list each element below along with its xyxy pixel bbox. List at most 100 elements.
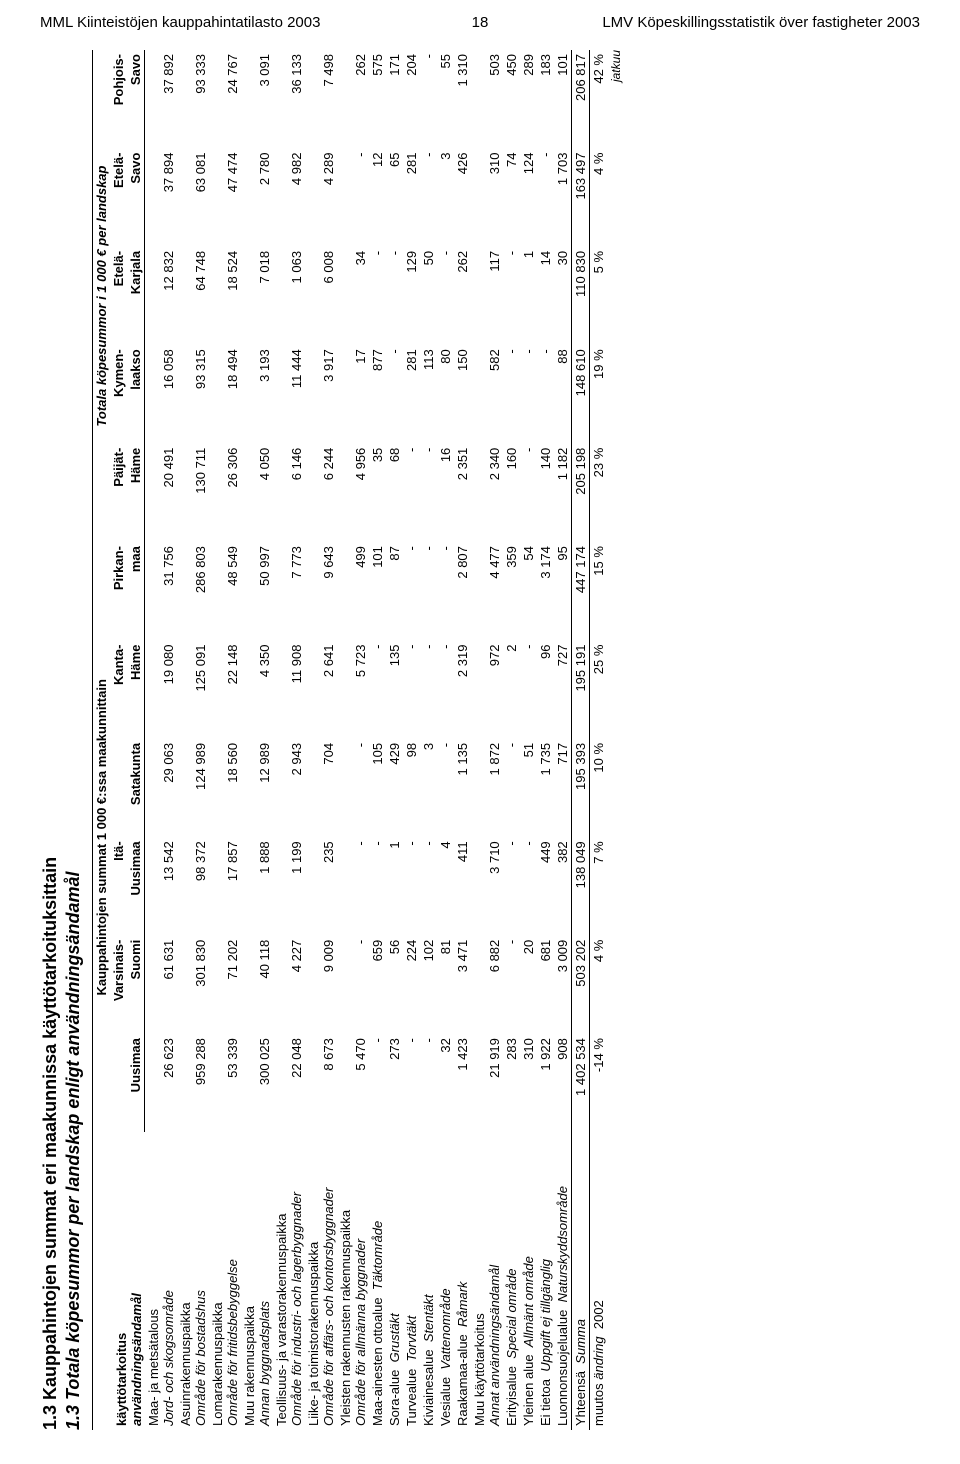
sum-cell: 163 497 bbox=[571, 149, 589, 247]
cell: 40 118 bbox=[241, 936, 273, 1034]
cell: - bbox=[420, 542, 437, 640]
cell: 88 bbox=[554, 345, 572, 443]
sum-cell: 195 191 bbox=[571, 641, 589, 739]
table-row: Maa- ja metsätalousJord- och skogsområde… bbox=[145, 50, 177, 1430]
cell: 12 832 bbox=[145, 247, 177, 345]
cell: 20 bbox=[520, 936, 537, 1034]
change-cell: 23 % bbox=[589, 444, 607, 542]
cell: 3 471 bbox=[454, 936, 471, 1034]
cell: 3 174 bbox=[537, 542, 554, 640]
cell: - bbox=[503, 739, 520, 837]
cell: 310 bbox=[520, 1034, 537, 1132]
cell: - bbox=[503, 345, 520, 443]
sum-cell: 195 393 bbox=[571, 739, 589, 837]
cell: 64 748 bbox=[177, 247, 209, 345]
cell: 717 bbox=[554, 739, 572, 837]
col-header-l2: maa bbox=[127, 542, 145, 640]
cell: 101 bbox=[554, 50, 572, 149]
cell: - bbox=[437, 247, 454, 345]
cell: 54 bbox=[520, 542, 537, 640]
col-header-l1: Varsinais- bbox=[110, 936, 127, 1034]
cell: 130 711 bbox=[177, 444, 209, 542]
cell: 262 bbox=[454, 247, 471, 345]
cell: 11 908 bbox=[273, 641, 305, 739]
cell: 30 bbox=[554, 247, 572, 345]
row-label: Ei tietoa Uppgift ej tillgänglig bbox=[537, 1133, 554, 1431]
cell: 262 bbox=[337, 50, 369, 149]
cell: 150 bbox=[454, 345, 471, 443]
cell: 160 bbox=[503, 444, 520, 542]
col-header-l1: Etelä- bbox=[110, 247, 127, 345]
cell: 2 bbox=[503, 641, 520, 739]
cell: 105 bbox=[369, 739, 386, 837]
cell: 450 bbox=[503, 50, 520, 149]
cell: 124 989 bbox=[177, 739, 209, 837]
cell: 6 008 bbox=[305, 247, 337, 345]
row-label: LomarakennuspaikkaOmråde för fritidsbeby… bbox=[209, 1133, 241, 1431]
cell: 704 bbox=[305, 739, 337, 837]
cell: 4 050 bbox=[241, 444, 273, 542]
cell: 8 673 bbox=[305, 1034, 337, 1132]
row-label: Turvealue Torvtäkt bbox=[403, 1133, 420, 1431]
cell: 9 009 bbox=[305, 936, 337, 1034]
cell: 80 bbox=[437, 345, 454, 443]
cell: 53 339 bbox=[209, 1034, 241, 1132]
cell: - bbox=[537, 149, 554, 247]
cell: 310 bbox=[471, 149, 503, 247]
cell: 98 372 bbox=[177, 837, 209, 935]
change-cell: 4 % bbox=[589, 149, 607, 247]
col-header-l1: Kanta- bbox=[110, 641, 127, 739]
col-header-l1: Pirkan- bbox=[110, 542, 127, 640]
cell: 3 710 bbox=[471, 837, 503, 935]
row-label: Muu käyttötarkoitusAnnat användningsända… bbox=[471, 1133, 503, 1431]
row-label: AsuinrakennuspaikkaOmråde för bostadshus bbox=[177, 1133, 209, 1431]
cell: 26 623 bbox=[145, 1034, 177, 1132]
row-label: Vesialue Vattenområde bbox=[437, 1133, 454, 1431]
table-row: Raakamaa-alue Råmark1 4233 4714111 1352 … bbox=[454, 50, 471, 1430]
cell: 47 474 bbox=[209, 149, 241, 247]
cell: 3 091 bbox=[241, 50, 273, 149]
cell: 117 bbox=[471, 247, 503, 345]
cell: 16 058 bbox=[145, 345, 177, 443]
cell: 2 641 bbox=[305, 641, 337, 739]
cell: 124 bbox=[520, 149, 537, 247]
col-header-l2: Savo bbox=[127, 149, 145, 247]
cell: 681 bbox=[537, 936, 554, 1034]
cell: - bbox=[437, 542, 454, 640]
cell: 2 807 bbox=[454, 542, 471, 640]
cell: 96 bbox=[537, 641, 554, 739]
table-row: Luonnonsuojelualue Naturskyddsområde9083… bbox=[554, 50, 572, 1430]
cell: 411 bbox=[454, 837, 471, 935]
cell: 125 091 bbox=[177, 641, 209, 739]
cell: 7 498 bbox=[305, 50, 337, 149]
rotated-content-wrapper: 1.3 Kauppahintojen summat eri maakunniss… bbox=[0, 0, 960, 1464]
cell: 51 bbox=[520, 739, 537, 837]
col-header-l2: Uusimaa bbox=[127, 1034, 145, 1132]
cell: - bbox=[520, 345, 537, 443]
cell: 31 756 bbox=[145, 542, 177, 640]
col-header-l2: Häme bbox=[127, 641, 145, 739]
cell: 140 bbox=[537, 444, 554, 542]
cell: 283 bbox=[503, 1034, 520, 1132]
cell: 65 bbox=[386, 149, 403, 247]
cell: - bbox=[503, 837, 520, 935]
table-row: Erityisalue Special område283---2359160-… bbox=[503, 50, 520, 1430]
cell: 63 081 bbox=[177, 149, 209, 247]
cell: - bbox=[403, 542, 420, 640]
cell: - bbox=[337, 837, 369, 935]
sum-cell: 447 174 bbox=[571, 542, 589, 640]
change-cell: 42 % bbox=[589, 50, 607, 149]
cell: 1 bbox=[386, 837, 403, 935]
cell: 582 bbox=[471, 345, 503, 443]
rowhead-sv: användningsändamål bbox=[129, 1293, 144, 1426]
cell: - bbox=[537, 345, 554, 443]
row-label: Muu rakennuspaikkaAnnan byggnadsplats bbox=[241, 1133, 273, 1431]
col-header-l2: Uusimaa bbox=[127, 837, 145, 935]
cell: 1 182 bbox=[554, 444, 572, 542]
cell: 93 315 bbox=[177, 345, 209, 443]
cell: - bbox=[386, 247, 403, 345]
cell: - bbox=[420, 444, 437, 542]
table-row: Kiviainesalue Stentäkt-102-3---11350-- bbox=[420, 50, 437, 1430]
sum-cell: 148 610 bbox=[571, 345, 589, 443]
table-row: Muu rakennuspaikkaAnnan byggnadsplats300… bbox=[241, 50, 273, 1430]
